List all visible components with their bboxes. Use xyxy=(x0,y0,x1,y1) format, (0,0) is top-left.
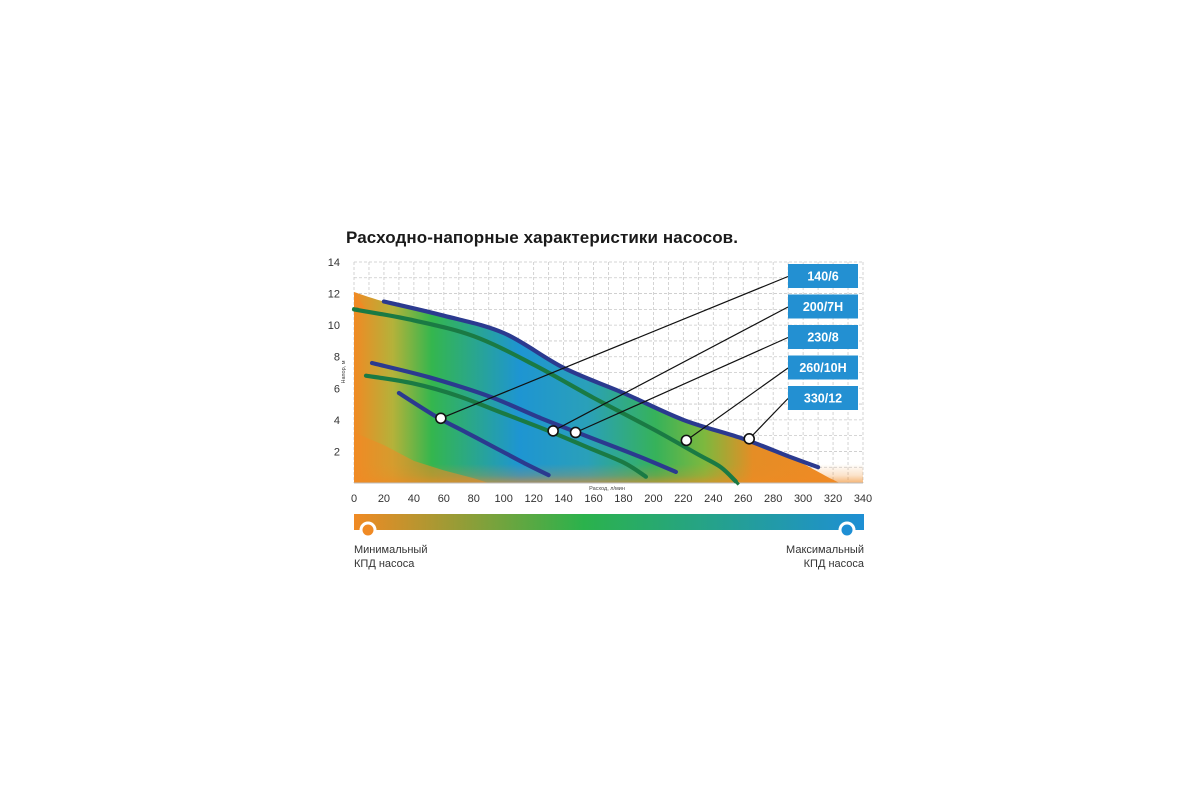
legend-min-line2: КПД насоса xyxy=(354,558,415,570)
series-line xyxy=(369,360,678,474)
x-tick-label: 180 xyxy=(614,493,632,505)
efficiency-legend-bar xyxy=(354,514,864,530)
legend-max-line1: Максимальный xyxy=(786,544,864,556)
x-tick-label: 320 xyxy=(824,493,842,505)
x-tick-label: 160 xyxy=(584,493,602,505)
series-line xyxy=(363,373,648,479)
series-marker xyxy=(569,426,582,439)
efficiency-field-low-bottom xyxy=(354,464,863,483)
series-label-text: 330/12 xyxy=(804,392,842,406)
x-tick-label: 80 xyxy=(468,493,480,505)
y-tick-label: 14 xyxy=(328,257,340,269)
leader-line xyxy=(440,275,789,419)
series-label-text: 260/10H xyxy=(799,361,846,375)
series-marker xyxy=(435,412,447,425)
y-tick-label: 6 xyxy=(334,383,340,395)
series-label-text: 200/7H xyxy=(803,300,843,314)
x-tick-label: 60 xyxy=(438,493,450,505)
leader-line xyxy=(552,306,789,432)
series-label-box xyxy=(788,355,858,380)
series-marker xyxy=(743,432,756,445)
legend-min-caption: Минимальный КПД насоса xyxy=(354,543,427,571)
x-tick-label: 20 xyxy=(378,493,390,505)
x-tick-label: 220 xyxy=(674,493,692,505)
x-tick-label: 240 xyxy=(704,493,722,505)
series-label-text: 230/8 xyxy=(807,331,838,345)
leader-line xyxy=(575,336,789,434)
x-tick-label: 260 xyxy=(734,493,752,505)
x-axis-label: Расход, л/мин xyxy=(589,486,625,492)
x-tick-label: 200 xyxy=(644,493,662,505)
series-line-tail xyxy=(734,480,740,486)
series-label-box xyxy=(788,325,858,349)
x-tick-label: 0 xyxy=(351,493,357,505)
y-tick-label: 2 xyxy=(334,446,340,458)
x-tick-label: 100 xyxy=(495,493,513,505)
legend-min-line1: Минимальный xyxy=(354,544,428,556)
y-tick-label: 10 xyxy=(328,320,340,332)
series-marker xyxy=(547,425,559,437)
x-tick-label: 300 xyxy=(794,493,812,505)
series-label-text: 140/6 xyxy=(807,270,838,284)
series-line-tail xyxy=(352,307,359,311)
series-marker xyxy=(680,434,693,447)
y-tick-label: 8 xyxy=(334,352,340,364)
legend-max-caption: Максимальный КПД насоса xyxy=(760,543,864,571)
x-tick-label: 120 xyxy=(524,493,542,505)
legend-max-line2: КПД насоса xyxy=(803,558,864,570)
series-line xyxy=(396,390,551,478)
legend-min-marker xyxy=(359,521,377,539)
x-tick-label: 340 xyxy=(854,493,872,505)
series-line xyxy=(381,299,821,470)
chart-title: Расходно-напорные характеристики насосов… xyxy=(346,228,739,247)
x-tick-label: 140 xyxy=(554,493,572,505)
series-line xyxy=(351,307,738,484)
efficiency-field-top-left xyxy=(354,291,366,310)
series-label-box xyxy=(788,264,858,288)
series-label-box xyxy=(788,294,858,319)
x-tick-label: 40 xyxy=(408,493,420,505)
series-label-box xyxy=(788,386,858,410)
y-tick-label: 12 xyxy=(328,289,340,301)
x-tick-label: 280 xyxy=(764,493,782,505)
y-tick-label: 4 xyxy=(334,415,340,427)
leader-line xyxy=(685,367,789,441)
leader-line xyxy=(748,398,789,440)
legend-max-marker xyxy=(838,521,856,539)
y-axis-label: Напор, м xyxy=(341,360,347,383)
